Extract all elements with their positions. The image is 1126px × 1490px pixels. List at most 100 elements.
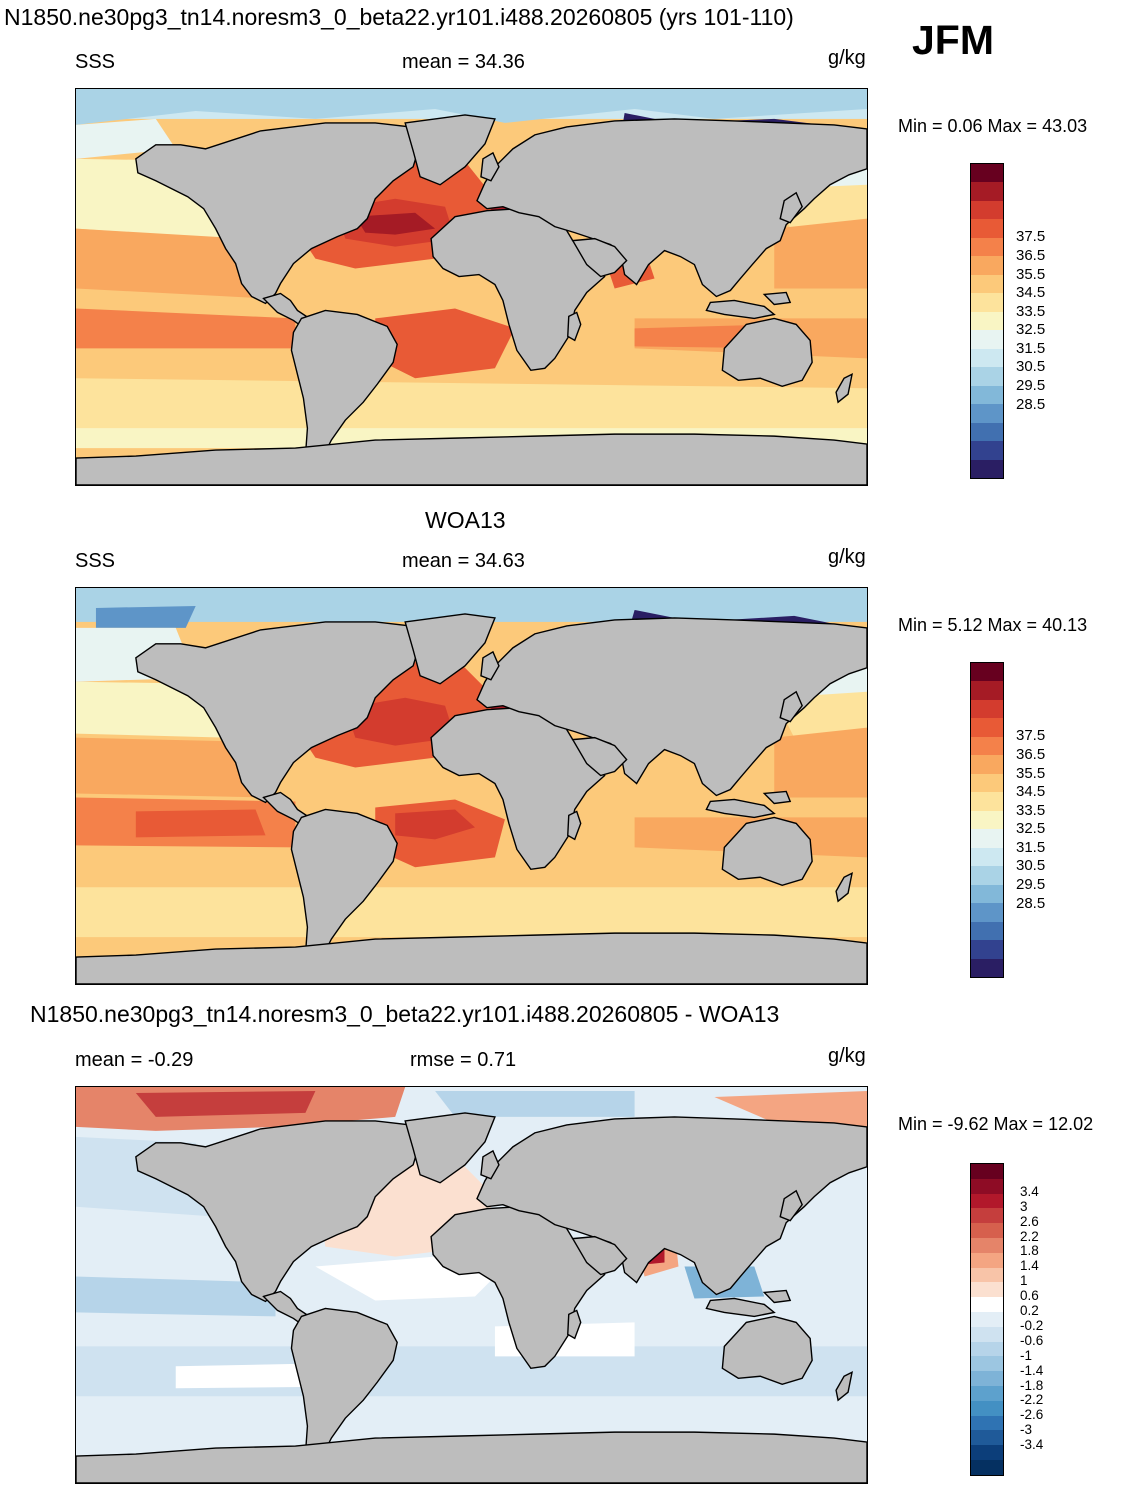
colorbar-swatch — [971, 1252, 1003, 1268]
colorbar-tick-label: -1.8 — [1020, 1377, 1044, 1393]
colorbar-tick-label: 29.5 — [1016, 377, 1046, 395]
panel3-map-svg — [76, 1087, 867, 1483]
colorbar-swatch — [971, 256, 1003, 275]
colorbar-tick-label: 1.4 — [1020, 1258, 1039, 1274]
colorbar-swatch — [971, 367, 1003, 386]
colorbar-tick-label: 3.4 — [1020, 1183, 1039, 1199]
colorbar-swatch — [971, 1282, 1003, 1298]
colorbar-tick-label: 34.5 — [1016, 783, 1046, 801]
colorbar-tick-label: 1.8 — [1020, 1243, 1039, 1259]
colorbar-swatch — [971, 1164, 1003, 1179]
panel3-rmse: rmse = 0.71 — [410, 1049, 517, 1071]
colorbar-swatch — [971, 921, 1003, 941]
colorbar-tick-label: 0.6 — [1020, 1288, 1039, 1304]
colorbar-tick-label: 28.5 — [1016, 395, 1046, 413]
panel1-colorbar — [970, 163, 1004, 479]
colorbar-tick-label: 35.5 — [1016, 265, 1046, 283]
colorbar-swatch — [971, 1297, 1003, 1312]
colorbar-swatch — [971, 1341, 1003, 1357]
colorbar-tick-label: 37.5 — [1016, 228, 1046, 246]
colorbar-swatch — [971, 829, 1003, 848]
colorbar-swatch — [971, 903, 1003, 922]
colorbar-tick-label: -0.2 — [1020, 1317, 1044, 1333]
colorbar-swatch — [971, 237, 1003, 257]
colorbar-tick-label: 31.5 — [1016, 339, 1046, 357]
colorbar-swatch — [971, 1430, 1003, 1446]
colorbar-swatch — [971, 1415, 1003, 1431]
colorbar-swatch — [971, 422, 1003, 442]
panel1-variable: SSS — [75, 51, 116, 73]
panel3-minmax: Min = -9.62 Max = 12.02 — [898, 1114, 1094, 1134]
colorbar-swatch — [971, 385, 1003, 405]
colorbar-swatch — [971, 1267, 1003, 1283]
colorbar-swatch — [971, 1459, 1003, 1475]
colorbar-tick-label: -2.6 — [1020, 1407, 1044, 1423]
colorbar-swatch — [971, 1371, 1003, 1386]
colorbar-swatch — [971, 773, 1003, 793]
colorbar-tick-label: 1 — [1020, 1273, 1028, 1289]
colorbar-tick-label: -1.4 — [1020, 1362, 1044, 1378]
page-title: N1850.ne30pg3_tn14.noresm3_0_beta22.yr10… — [4, 4, 794, 30]
panel1-map — [75, 88, 868, 486]
colorbar-tick-label: 33.5 — [1016, 801, 1046, 819]
colorbar-swatch — [971, 1445, 1003, 1460]
colorbar-swatch — [971, 1400, 1003, 1416]
colorbar-tick-label: 0.2 — [1020, 1303, 1039, 1319]
colorbar-swatch — [971, 1356, 1003, 1372]
colorbar-tick-label: 36.5 — [1016, 246, 1046, 264]
panel3-colorbar — [970, 1163, 1004, 1476]
season-label: JFM — [912, 17, 994, 63]
colorbar-swatch — [971, 330, 1003, 349]
panel2-map — [75, 587, 868, 985]
colorbar-swatch — [971, 663, 1003, 682]
colorbar-swatch — [971, 200, 1003, 220]
colorbar-swatch — [971, 1223, 1003, 1238]
panel2-colorbar-swatches — [970, 662, 1004, 978]
panel1-minmax: Min = 0.06 Max = 43.03 — [898, 116, 1088, 136]
panel1-units: g/kg — [828, 47, 866, 69]
colorbar-swatch — [971, 219, 1003, 238]
colorbar-tick-label: 28.5 — [1016, 894, 1046, 912]
panel1-colorbar-swatches — [970, 163, 1004, 479]
colorbar-tick-label: 37.5 — [1016, 727, 1046, 745]
panel3-units: g/kg — [828, 1045, 866, 1067]
colorbar-swatch — [971, 404, 1003, 423]
colorbar-tick-label: -3.4 — [1020, 1437, 1044, 1453]
colorbar-swatch — [971, 1208, 1003, 1224]
colorbar-swatch — [971, 311, 1003, 331]
panel3-map — [75, 1086, 868, 1484]
colorbar-swatch — [971, 940, 1003, 959]
panel2-heading: WOA13 — [425, 507, 506, 533]
colorbar-tick-label: 32.5 — [1016, 321, 1046, 339]
colorbar-tick-label: 2.6 — [1020, 1213, 1039, 1229]
panel1-map-svg — [76, 89, 867, 485]
colorbar-swatch — [971, 755, 1003, 774]
colorbar-tick-label: 30.5 — [1016, 857, 1046, 875]
colorbar-swatch — [971, 348, 1003, 368]
colorbar-swatch — [971, 1237, 1003, 1253]
colorbar-tick-label: -0.6 — [1020, 1332, 1044, 1348]
colorbar-swatch — [971, 718, 1003, 737]
colorbar-swatch — [971, 1326, 1003, 1342]
colorbar-tick-label: 2.2 — [1020, 1228, 1039, 1244]
colorbar-swatch — [971, 459, 1003, 478]
colorbar-tick-label: 35.5 — [1016, 764, 1046, 782]
panel2-mean: mean = 34.63 — [402, 550, 525, 572]
panel3-mean: mean = -0.29 — [75, 1049, 194, 1071]
colorbar-tick-label: 34.5 — [1016, 284, 1046, 302]
colorbar-swatch — [971, 866, 1003, 885]
panel2-colorbar — [970, 662, 1004, 978]
colorbar-tick-label: -1 — [1020, 1347, 1033, 1363]
colorbar-swatch — [971, 958, 1003, 977]
panel1-mean: mean = 34.36 — [402, 51, 525, 73]
colorbar-tick-label: 36.5 — [1016, 745, 1046, 763]
colorbar-swatch — [971, 681, 1003, 700]
panel2-map-svg — [76, 588, 867, 984]
colorbar-swatch — [971, 699, 1003, 719]
panel3-heading: N1850.ne30pg3_tn14.noresm3_0_beta22.yr10… — [30, 1001, 780, 1027]
colorbar-tick-label: 31.5 — [1016, 838, 1046, 856]
colorbar-tick-label: 32.5 — [1016, 820, 1046, 838]
colorbar-swatch — [971, 274, 1003, 294]
colorbar-swatch — [971, 1311, 1003, 1327]
colorbar-tick-label: -2.2 — [1020, 1392, 1044, 1408]
